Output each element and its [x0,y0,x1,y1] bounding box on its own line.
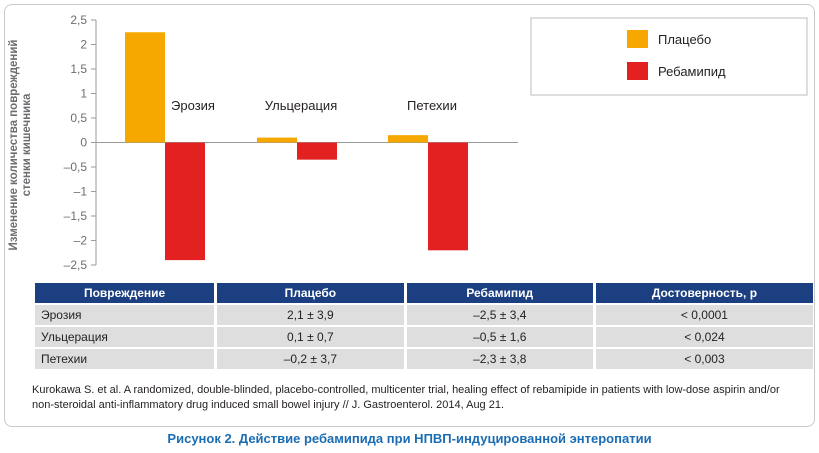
y-tick-label: 0,5 [70,111,87,125]
table-header-row: Повреждение Плацебо Ребамипид Достоверно… [35,283,813,303]
table-cell: 0,1 ± 0,7 [217,327,404,347]
legend-label: Плацебо [658,32,711,47]
results-table: Повреждение Плацебо Ребамипид Достоверно… [32,281,816,371]
category-label: Ульцерация [265,98,337,113]
col-header-placebo: Плацебо [217,283,404,303]
legend-box [530,17,808,96]
col-header-lesion: Повреждение [35,283,215,303]
category-label: Петехии [407,98,457,113]
y-tick-label: –1,5 [64,209,88,223]
table-cell: –0,5 ± 1,6 [406,327,593,347]
y-tick-label: –1 [74,185,88,199]
col-header-rebamipide: Ребамипид [406,283,593,303]
y-tick-label: 2 [80,38,87,52]
bar-placebo [388,135,428,143]
y-tick-label: 1,5 [70,62,87,76]
table-cell: –2,3 ± 3,8 [406,349,593,369]
table-row: Петехии –0,2 ± 3,7 –2,3 ± 3,8 < 0,003 [35,349,813,369]
bar-rebamipide [297,142,337,160]
table-cell: –2,5 ± 3,4 [406,305,593,325]
y-tick-label: 2,5 [70,13,87,27]
y-tick-label: –2,5 [64,258,88,272]
citation-text: Kurokawa S. et al. A randomized, double-… [32,384,780,411]
bar-chart: 2,5 2 1,5 1 0,5 0 –0,5 –1 –1,5 –2 –2,5 Эрозия Ульце… [64,13,808,272]
legend-swatch [627,30,648,48]
table-cell: 2,1 ± 3,9 [217,305,404,325]
y-axis-label-box: Изменение количества повреждений стенки … [6,20,36,270]
y-tick-label: –2 [74,234,88,248]
table-cell: < 0,024 [595,327,813,347]
table-cell: –0,2 ± 3,7 [217,349,404,369]
table-cell: Ульцерация [35,327,215,347]
table-cell: < 0,003 [595,349,813,369]
y-tick-label: 1 [80,87,87,101]
y-tick-label: –0,5 [64,160,88,174]
table-row: Ульцерация 0,1 ± 0,7 –0,5 ± 1,6 < 0,024 [35,327,813,347]
bar-rebamipide [428,142,468,251]
legend-label: Ребамипид [658,64,726,79]
table-cell: Петехии [35,349,215,369]
bar-placebo [257,137,297,143]
col-header-significance: Достоверность, р [595,283,813,303]
figure-caption: Рисунок 2. Действие ребамипида при НПВП-… [167,431,652,446]
table-cell: < 0,0001 [595,305,813,325]
bar-placebo [125,32,165,143]
table-row: Эрозия 2,1 ± 3,9 –2,5 ± 3,4 < 0,0001 [35,305,813,325]
y-axis-label: Изменение количества повреждений стенки … [8,39,33,251]
y-tick-label: 0 [80,136,87,150]
bar-rebamipide [165,142,205,261]
legend-swatch [627,62,648,80]
category-label: Эрозия [171,98,215,113]
table-cell: Эрозия [35,305,215,325]
